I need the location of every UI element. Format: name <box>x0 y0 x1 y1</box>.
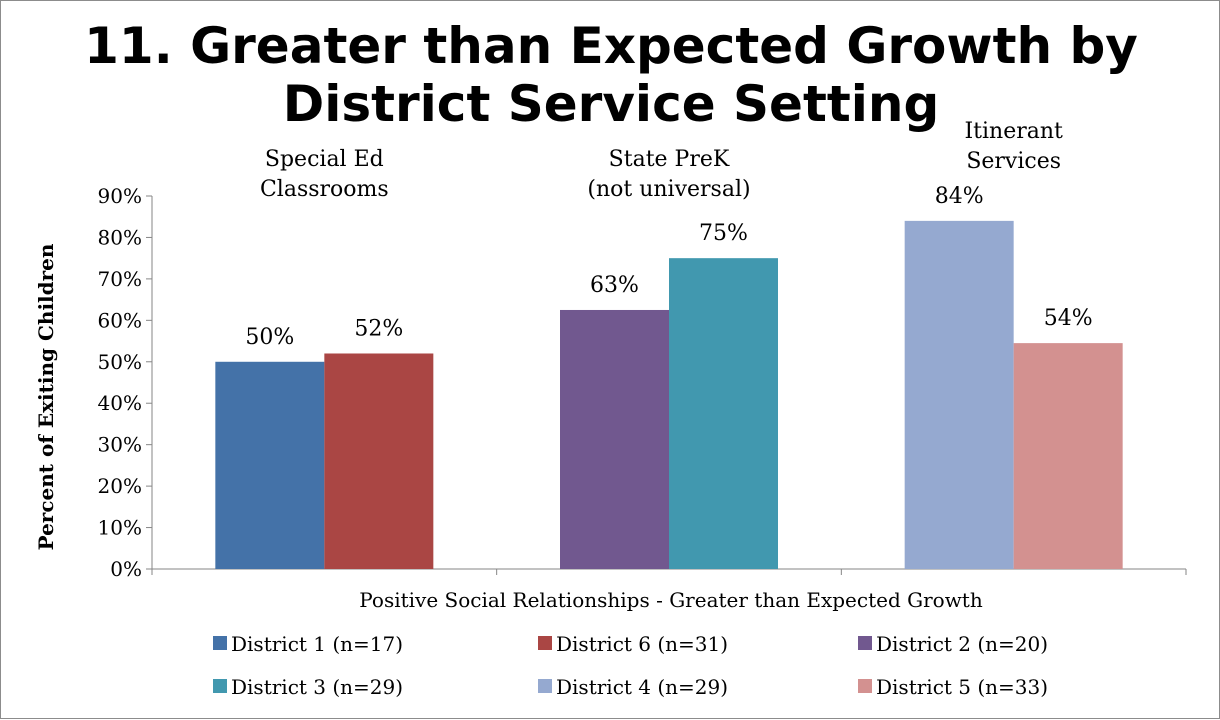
bar-district-6 <box>324 353 434 569</box>
y-tick-label: 50% <box>98 350 142 374</box>
y-ticks: 0% 10% 20% 30% 40% 50% 60% 70% 80% 90% <box>98 184 152 581</box>
group-labels: Special Ed Classrooms State PreK (not unive… <box>260 119 1063 202</box>
group-label: Classrooms <box>260 177 389 202</box>
legend-label: District 3 (n=29) <box>231 675 403 699</box>
data-labels: 50% 52% 63% 75% 84% 54% <box>245 184 1092 350</box>
legend: District 1 (n=17) District 6 (n=31) Distri… <box>213 632 1048 699</box>
data-label: 54% <box>1044 306 1093 331</box>
group-label: State PreK <box>609 147 730 172</box>
legend-label: District 2 (n=20) <box>876 632 1048 656</box>
bar-district-1 <box>215 361 325 569</box>
legend-swatch <box>213 679 227 693</box>
chart-title-line-1: 11. Greater than Expected Growth by <box>84 17 1138 75</box>
group-label: (not universal) <box>587 177 750 202</box>
y-tick-label: 70% <box>98 267 142 291</box>
chart-title-line-2: District Service Setting <box>283 75 940 133</box>
data-label: 75% <box>699 221 748 246</box>
legend-swatch <box>538 636 552 650</box>
legend-label: District 1 (n=17) <box>231 632 403 656</box>
y-tick-label: 30% <box>98 433 142 457</box>
legend-label: District 6 (n=31) <box>556 632 728 656</box>
y-tick-label: 10% <box>98 516 142 540</box>
legend-swatch <box>858 679 872 693</box>
x-axis-label: Positive Social Relationships - Greater … <box>359 588 983 612</box>
bar-district-5 <box>1013 343 1123 569</box>
y-tick-label: 90% <box>98 184 142 208</box>
y-tick-label: 40% <box>98 391 142 415</box>
legend-swatch <box>213 636 227 650</box>
y-tick-label: 20% <box>98 474 142 498</box>
legend-swatch <box>538 679 552 693</box>
data-label: 84% <box>935 184 984 209</box>
data-label: 52% <box>354 316 403 341</box>
bars <box>215 220 1123 569</box>
group-label: Services <box>966 149 1061 174</box>
bar-district-2 <box>560 309 669 569</box>
bar-district-3 <box>669 258 778 569</box>
y-tick-label: 0% <box>110 557 142 581</box>
group-label: Special Ed <box>265 147 384 172</box>
legend-label: District 4 (n=29) <box>556 675 728 699</box>
data-label: 50% <box>245 325 294 350</box>
legend-swatch <box>858 636 872 650</box>
x-ticks <box>151 569 1187 575</box>
group-label: Itinerant <box>964 119 1063 144</box>
legend-label: District 5 (n=33) <box>876 675 1048 699</box>
y-tick-label: 60% <box>98 308 142 332</box>
y-axis-label: Percent of Exiting Children <box>34 243 58 550</box>
y-tick-label: 80% <box>98 225 142 249</box>
bar-district-4 <box>904 220 1014 569</box>
data-label: 63% <box>590 273 639 298</box>
